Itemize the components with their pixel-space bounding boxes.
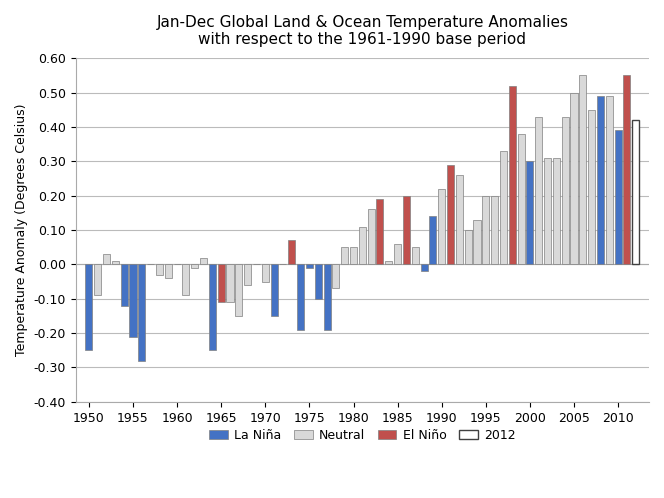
Bar — [509, 86, 516, 264]
Bar — [271, 264, 278, 316]
Bar — [262, 264, 269, 281]
Bar — [297, 264, 304, 330]
Bar — [615, 130, 622, 264]
Bar — [500, 151, 507, 264]
Bar — [412, 247, 419, 264]
Bar — [103, 254, 110, 264]
Bar — [235, 264, 242, 316]
Bar — [129, 264, 137, 337]
Bar — [491, 196, 498, 264]
Bar — [438, 189, 446, 264]
Bar — [473, 220, 481, 264]
Bar — [288, 241, 295, 264]
Y-axis label: Temperature Anomaly (Degrees Celsius): Temperature Anomaly (Degrees Celsius) — [15, 104, 28, 357]
Bar — [527, 161, 533, 264]
Bar — [385, 261, 392, 264]
Bar — [623, 76, 631, 264]
Bar — [465, 230, 471, 264]
Bar — [606, 96, 613, 264]
Bar — [165, 264, 172, 278]
Bar — [447, 165, 454, 264]
Title: Jan-Dec Global Land & Ocean Temperature Anomalies
with respect to the 1961-1990 : Jan-Dec Global Land & Ocean Temperature … — [156, 15, 568, 47]
Bar — [341, 247, 348, 264]
Bar — [588, 110, 595, 264]
Bar — [200, 257, 207, 264]
Bar — [403, 196, 410, 264]
Bar — [94, 264, 101, 295]
Bar — [183, 264, 189, 295]
Bar — [226, 264, 234, 302]
Bar — [368, 210, 374, 264]
Bar — [306, 264, 313, 268]
Bar — [456, 175, 463, 264]
Bar — [394, 244, 401, 264]
Bar — [156, 264, 163, 275]
Bar — [553, 158, 560, 264]
Bar — [191, 264, 199, 268]
Bar — [323, 264, 331, 330]
Bar — [86, 264, 92, 350]
Bar — [244, 264, 251, 285]
Bar — [579, 76, 586, 264]
Bar — [315, 264, 322, 299]
Bar — [350, 247, 357, 264]
Bar — [121, 264, 127, 306]
Bar — [597, 96, 604, 264]
Legend: La Niña, Neutral, El Niño, 2012: La Niña, Neutral, El Niño, 2012 — [204, 424, 521, 447]
Bar — [376, 199, 384, 264]
Bar — [218, 264, 224, 302]
Bar — [112, 261, 119, 264]
Bar — [138, 264, 145, 361]
Bar — [517, 134, 525, 264]
Bar — [359, 227, 366, 264]
Bar — [482, 196, 489, 264]
Bar — [570, 93, 578, 264]
Bar — [535, 117, 542, 264]
Bar — [430, 216, 436, 264]
Bar — [420, 264, 428, 271]
Bar — [632, 120, 639, 264]
Bar — [544, 158, 551, 264]
Bar — [333, 264, 339, 288]
Bar — [562, 117, 569, 264]
Bar — [209, 264, 216, 350]
